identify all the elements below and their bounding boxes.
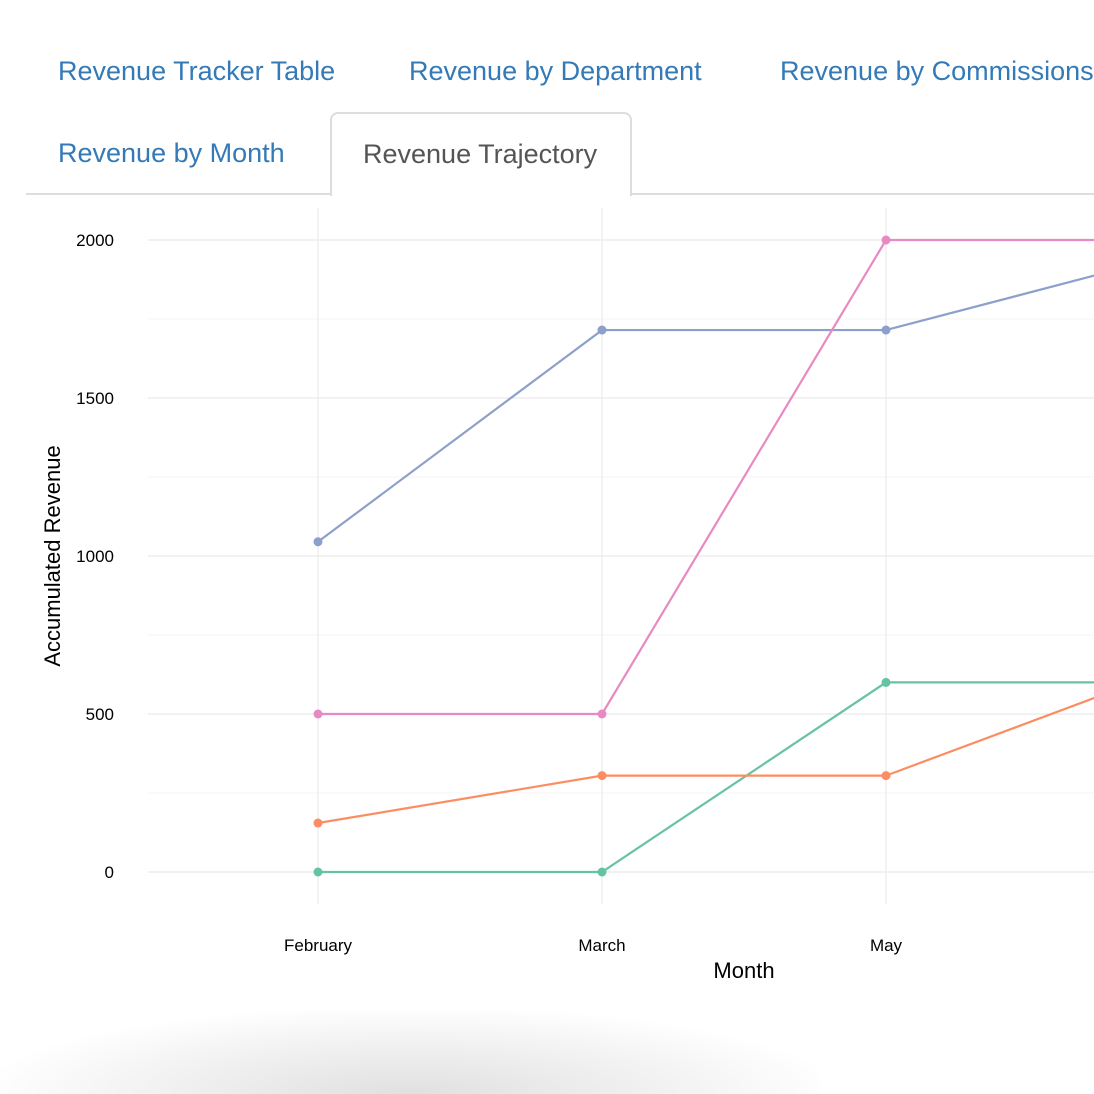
y-tick-label: 2000 xyxy=(76,231,114,250)
series-points xyxy=(313,235,891,877)
tab-divider-left xyxy=(26,193,330,195)
data-point xyxy=(313,867,323,877)
tab-revenue-trajectory-label: Revenue Trajectory xyxy=(363,139,598,169)
series-lines xyxy=(317,238,1094,874)
series-line xyxy=(318,238,1094,716)
y-axis-label: Accumulated Revenue xyxy=(40,445,65,666)
data-point xyxy=(597,771,607,781)
data-point xyxy=(597,867,607,877)
data-point xyxy=(313,537,323,547)
y-tick-label: 0 xyxy=(105,863,114,882)
y-axis-ticks: 0 500 1000 1500 2000 xyxy=(76,231,114,882)
series-line xyxy=(318,681,1094,874)
tab-revenue-by-month[interactable]: Revenue by Month xyxy=(58,138,285,168)
data-point xyxy=(597,325,607,335)
grid xyxy=(148,208,1094,904)
data-point xyxy=(881,235,891,245)
series-line xyxy=(317,696,1094,825)
tab-revenue-trajectory[interactable]: Revenue Trajectory xyxy=(330,112,632,196)
data-point xyxy=(313,818,323,828)
y-tick-label: 1500 xyxy=(76,389,114,408)
data-point xyxy=(881,325,891,335)
tab-revenue-by-department[interactable]: Revenue by Department xyxy=(409,56,702,86)
data-point xyxy=(881,771,891,781)
data-point xyxy=(313,709,323,719)
data-point xyxy=(881,677,891,687)
x-tick-label: March xyxy=(578,936,625,955)
tab-revenue-tracker-table[interactable]: Revenue Tracker Table xyxy=(58,56,336,86)
x-axis-ticks: FebruaryMarchMayJune xyxy=(284,936,903,955)
tab-divider-right xyxy=(632,193,1094,195)
y-tick-label: 500 xyxy=(86,705,114,724)
x-axis-label: Month xyxy=(713,958,774,983)
series-line xyxy=(317,274,1094,543)
tab-revenue-by-commissions[interactable]: Revenue by Commissions xyxy=(780,56,1094,86)
x-tick-label: May xyxy=(870,936,903,955)
x-tick-label: February xyxy=(284,936,353,955)
y-tick-label: 1000 xyxy=(76,547,114,566)
data-point xyxy=(597,709,607,719)
